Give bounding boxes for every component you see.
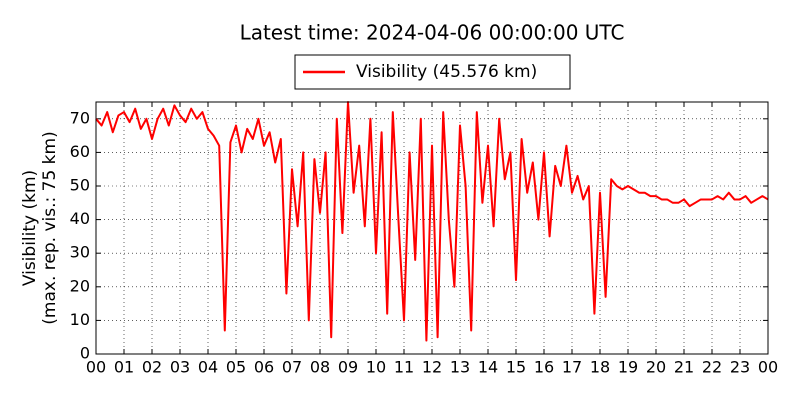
x-tick-label: 07: [282, 358, 302, 377]
y-label-line: Visibility (km): [20, 170, 40, 286]
x-tick-label: 18: [590, 358, 610, 377]
x-tick-label: 04: [198, 358, 218, 377]
legend-label: Visibility (45.576 km): [356, 62, 537, 82]
x-tick-label: 02: [142, 358, 162, 377]
x-tick-label: 03: [170, 358, 190, 377]
x-tick-label: 06: [254, 358, 274, 377]
y-tick-label: 20: [70, 276, 90, 295]
y-tick-label: 70: [70, 108, 90, 127]
x-tick-label: 14: [478, 358, 498, 377]
y-tick-label: 40: [70, 209, 90, 228]
x-tick-label: 23: [730, 358, 750, 377]
y-label-line: (max. rep. vis.: 75 km): [40, 131, 60, 324]
x-tick-label: 15: [506, 358, 526, 377]
plot-frame: [95, 101, 769, 355]
x-tick-label: 17: [562, 358, 582, 377]
x-tick-label: 20: [646, 358, 666, 377]
x-tick-label: 00: [86, 358, 106, 377]
y-axis-label: Visibility (km) (max. rep. vis.: 75 km): [20, 131, 60, 324]
x-tick-label: 01: [114, 358, 134, 377]
y-tick-label: 50: [70, 176, 90, 195]
x-tick-label: 19: [618, 358, 638, 377]
y-tick-label: 60: [70, 142, 90, 161]
x-tick-label: 22: [702, 358, 722, 377]
x-tick-label: 00: [758, 358, 778, 377]
x-tick-label: 12: [422, 358, 442, 377]
x-tick-label: 08: [310, 358, 330, 377]
chart-title: Latest time: 2024-04-06 00:00:00 UTC: [240, 21, 625, 45]
x-tick-label: 10: [366, 358, 386, 377]
y-tick-label: 30: [70, 243, 90, 262]
x-tick-label: 21: [674, 358, 694, 377]
x-tick-label: 11: [394, 358, 414, 377]
x-tick-label: 13: [450, 358, 470, 377]
y-tick-label: 10: [70, 310, 90, 329]
x-tick-label: 05: [226, 358, 246, 377]
y-tick-label: 0: [80, 344, 90, 363]
x-tick-label: 16: [534, 358, 554, 377]
x-tick-label: 09: [338, 358, 358, 377]
data-line: [95, 101, 769, 342]
